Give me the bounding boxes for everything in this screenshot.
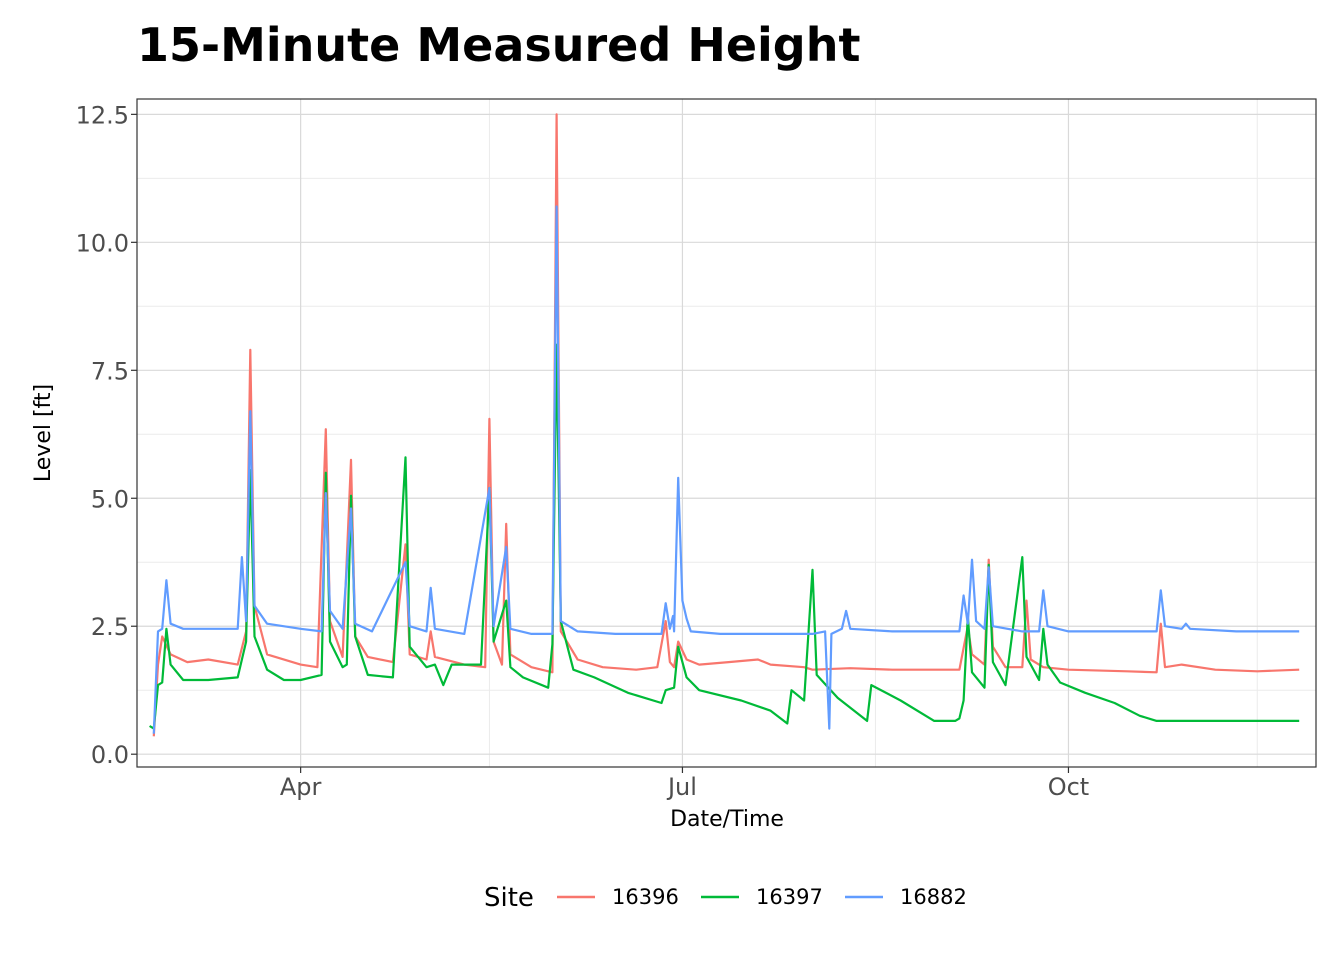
x-axis: Apr Jul Oct (280, 767, 1089, 801)
plot-panel-border (136, 98, 1317, 768)
x-tick-label: Jul (666, 773, 697, 801)
legend-label-16397: 16397 (756, 885, 823, 909)
series-layer (149, 113, 1300, 737)
y-axis-title: Level [ft] (31, 384, 56, 482)
x-tick-label: Apr (280, 773, 322, 801)
y-tick-label: 2.5 (91, 613, 129, 641)
x-tick-label: Oct (1048, 773, 1090, 801)
y-tick-label: 0.0 (91, 741, 129, 769)
legend: Site 16396 16397 16882 (484, 883, 967, 913)
legend-label-16882: 16882 (900, 885, 967, 909)
y-axis: 0.0 2.5 5.0 7.5 10.0 12.5 (76, 101, 137, 769)
chart-title: 15-Minute Measured Height (137, 18, 861, 72)
y-tick-label: 5.0 (91, 485, 129, 513)
legend-label-16396: 16396 (612, 885, 679, 909)
legend-title: Site (484, 883, 534, 913)
y-tick-label: 7.5 (91, 357, 129, 385)
grid-major-lines (137, 99, 1316, 767)
y-tick-label: 12.5 (76, 101, 129, 129)
series-line-16882 (152, 205, 1300, 734)
series-line-16397 (149, 343, 1300, 730)
series-line-16396 (152, 113, 1300, 737)
x-axis-title: Date/Time (670, 807, 784, 832)
y-tick-label: 10.0 (76, 229, 129, 257)
